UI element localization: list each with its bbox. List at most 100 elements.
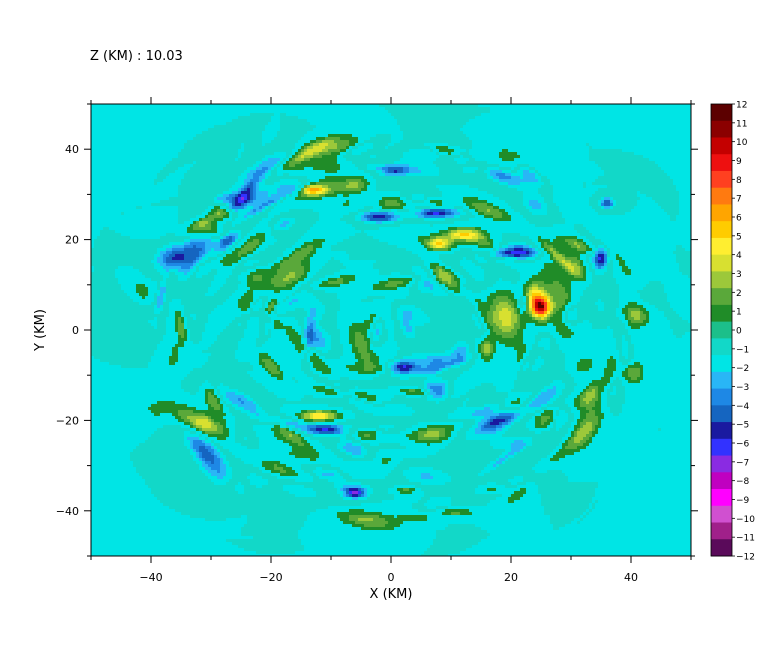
contour-cell (295, 164, 340, 167)
contour-cell (433, 245, 436, 248)
contour-cell (286, 194, 289, 197)
contour-cell (184, 422, 190, 425)
contour-cell (673, 332, 685, 335)
contour-cell (319, 143, 328, 146)
contour-cell (340, 137, 358, 140)
contour-cell (337, 278, 343, 281)
contour-cell (400, 347, 451, 350)
contour-cell (205, 431, 223, 434)
contour-cell (319, 323, 337, 326)
contour-cell (640, 191, 679, 194)
contour-cell (304, 356, 307, 359)
contour-cell (586, 434, 592, 437)
contour-cell (301, 260, 310, 263)
contour-cell (157, 176, 166, 179)
contour-cell (496, 290, 511, 293)
contour-cell (376, 260, 424, 263)
contour-cell (568, 440, 574, 443)
contour-cell (481, 311, 487, 314)
contour-cell (466, 431, 475, 434)
contour-cell (331, 335, 340, 338)
contour-cell (304, 242, 322, 245)
contour-cell (289, 434, 292, 437)
contour-cell (250, 473, 256, 476)
contour-cell (358, 359, 364, 362)
contour-cell (577, 242, 583, 245)
contour-cell (490, 344, 493, 347)
contour-cell (589, 266, 592, 269)
contour-cell (196, 245, 205, 248)
contour-cell (433, 284, 439, 287)
contour-cell (337, 488, 340, 491)
contour-cell (184, 389, 199, 392)
contour-cell (199, 224, 205, 227)
contour-cell (313, 152, 319, 155)
contour-cell (658, 203, 679, 206)
contour-cell (499, 242, 508, 245)
contour-cell (316, 191, 322, 194)
contour-cell (478, 347, 481, 350)
contour-cell (520, 254, 529, 257)
contour-cell (565, 254, 580, 257)
contour-cell (412, 269, 424, 272)
contour-cell (403, 317, 412, 320)
contour-cell (169, 356, 178, 359)
contour-cell (199, 428, 202, 431)
contour-cell (226, 392, 235, 395)
contour-cell (484, 467, 496, 470)
contour-cell (448, 392, 454, 395)
contour-cell (100, 233, 121, 236)
contour-cell (598, 263, 604, 266)
contour-cell (574, 266, 580, 269)
contour-cell (307, 194, 319, 197)
contour-cell (343, 521, 355, 524)
contour-cell (178, 320, 181, 323)
contour-cell (550, 515, 580, 518)
contour-cell (517, 329, 523, 332)
contour-cell (541, 203, 547, 206)
contour-cell (370, 209, 379, 212)
contour-cell (493, 206, 499, 209)
contour-cell (193, 446, 199, 449)
contour-cell (409, 149, 430, 152)
contour-cell (445, 209, 451, 212)
contour-cell (676, 335, 682, 338)
contour-cell (520, 488, 526, 491)
contour-cell (229, 245, 232, 248)
contour-cell (193, 443, 205, 446)
contour-cell (376, 134, 391, 137)
contour-cell (367, 497, 394, 500)
contour-cell (481, 383, 493, 386)
contour-cell (490, 254, 496, 257)
contour-cell (166, 287, 208, 290)
x-axis-label: X (KM) (370, 587, 413, 602)
contour-cell (199, 260, 205, 263)
contour-cell (367, 350, 373, 353)
contour-cell (289, 302, 292, 305)
contour-cell (475, 314, 478, 317)
contour-cell (454, 269, 466, 272)
contour-cell (403, 314, 412, 317)
contour-cell (346, 449, 361, 452)
contour-cell (538, 485, 598, 488)
contour-cell (373, 404, 385, 407)
contour-cell (448, 248, 451, 251)
contour-cell (409, 389, 415, 392)
contour-cell (229, 206, 232, 209)
contour-cell (157, 302, 163, 305)
contour-cell (409, 368, 412, 371)
contour-cell (295, 347, 304, 350)
contour-cell (280, 422, 286, 425)
contour-cell (592, 425, 595, 428)
contour-cell (601, 203, 604, 206)
contour-cell (217, 254, 223, 257)
contour-cell (604, 251, 607, 254)
contour-cell (544, 347, 550, 350)
contour-cell (241, 155, 265, 158)
contour-cell (406, 434, 418, 437)
contour-cell (487, 173, 490, 176)
contour-cell (457, 161, 466, 164)
contour-cell (565, 320, 583, 323)
contour-cell (595, 248, 598, 251)
contour-cell (235, 224, 256, 227)
